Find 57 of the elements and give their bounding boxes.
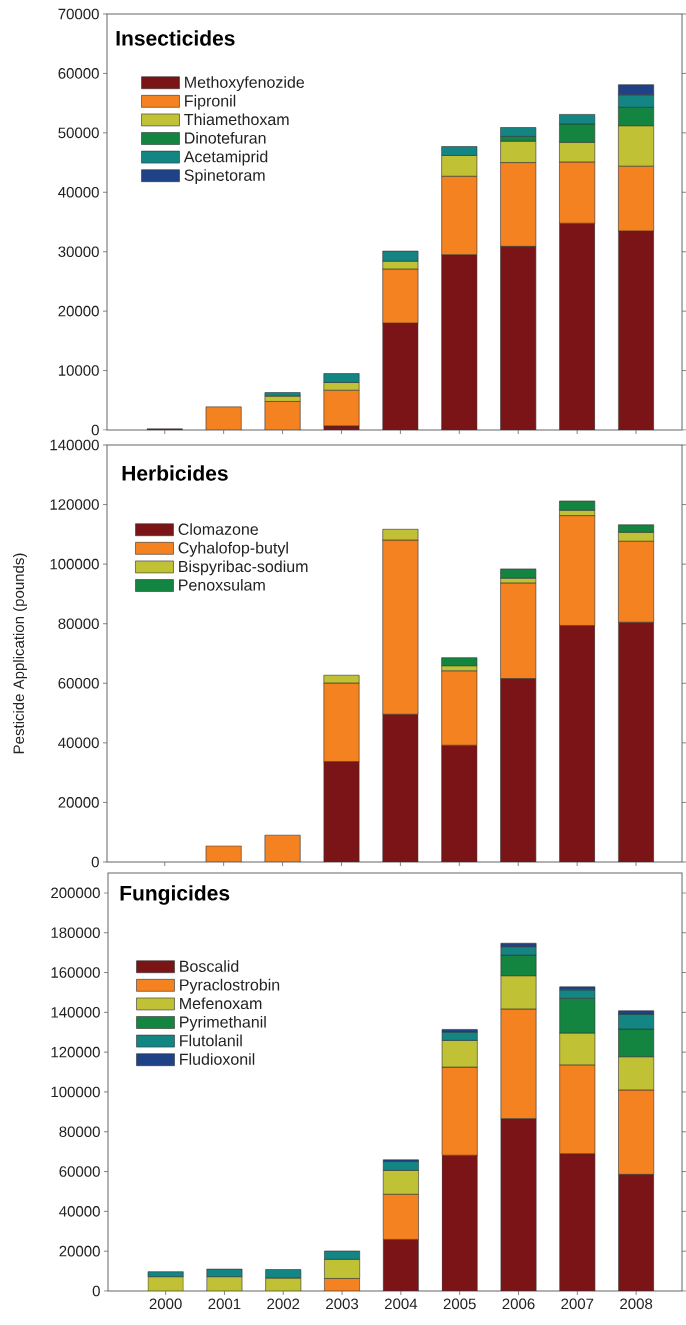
y-tick-label: 140000 [51,1007,100,1018]
y-tick-label: 80000 [59,1126,100,1138]
x-tick-label: 2000 [149,1298,182,1310]
y-tick-label: 120000 [50,499,99,510]
legend-label: Pyrimethanil [180,1015,266,1031]
y-tick-label: 50000 [58,127,99,139]
y-axis-title: Pesticide Application (pounds) [13,553,27,754]
y-tick-label: 200000 [51,887,100,899]
text: Herbicides [122,465,228,481]
legend-label: Dinotefuran [185,131,266,144]
text: Fungicides [120,885,230,905]
y-tick-label: 20000 [58,305,99,317]
y-tick-label: 100000 [50,558,99,570]
legend-label: Boscalid [180,960,239,972]
legend-label: Cyhalofop-butyl [178,541,288,557]
legend-label: Bispyribac-sodium [179,560,308,576]
bar [441,657,478,667]
y-tick-label: 70000 [58,8,99,20]
legend-label: Mefenoxam [180,997,262,1010]
y-tick-label: 140000 [50,439,99,451]
y-tick-label: 0 [91,424,99,436]
legend-label: Pyraclostrobin [180,978,280,994]
y-tick-label: 0 [91,856,99,868]
y-tick-label: 20000 [58,797,99,808]
legend-label: Acetamiprid [183,150,268,166]
legend-label: Penoxsulam [179,578,265,591]
legend-label: Fipronil [185,94,236,110]
x-tick-label: 2003 [326,1298,359,1310]
y-tick-label: 120000 [51,1046,100,1058]
y-tick-label: 40000 [58,737,99,749]
legend-label: Flutolanil [180,1034,242,1047]
y-tick-label: 100000 [51,1086,100,1098]
y-tick-label: 0 [92,1285,100,1297]
legend-label: Thiamethoxam [184,113,289,126]
y-tick-label: 180000 [51,927,100,939]
y-tick-label: 30000 [58,246,99,258]
x-tick-label: 2008 [620,1298,653,1310]
legend-label: Clomazone [178,523,258,535]
text: Insecticides [116,30,235,46]
y-tick-label: 60000 [58,677,99,689]
x-tick-label: 2007 [561,1298,594,1310]
x-tick-label: 2006 [502,1298,535,1310]
y-tick-label: 80000 [58,618,99,630]
x-tick-label: 2001 [208,1298,241,1310]
y-tick-label: 60000 [59,1166,100,1177]
y-tick-label: 160000 [51,967,100,978]
y-tick-label: 40000 [58,186,99,198]
y-tick-label: 60000 [58,68,99,79]
legend-label: Fludioxonil [180,1053,255,1065]
x-tick-label: 2004 [384,1298,418,1310]
x-tick-label: 2005 [443,1298,476,1310]
y-tick-label: 40000 [59,1206,100,1217]
y-tick-label: 10000 [58,365,99,376]
x-tick-label: 2002 [267,1298,300,1310]
legend-label: Methoxyfenozide [185,76,305,92]
y-tick-label: 20000 [59,1245,100,1257]
legend-label: Spinetoram [184,169,265,185]
